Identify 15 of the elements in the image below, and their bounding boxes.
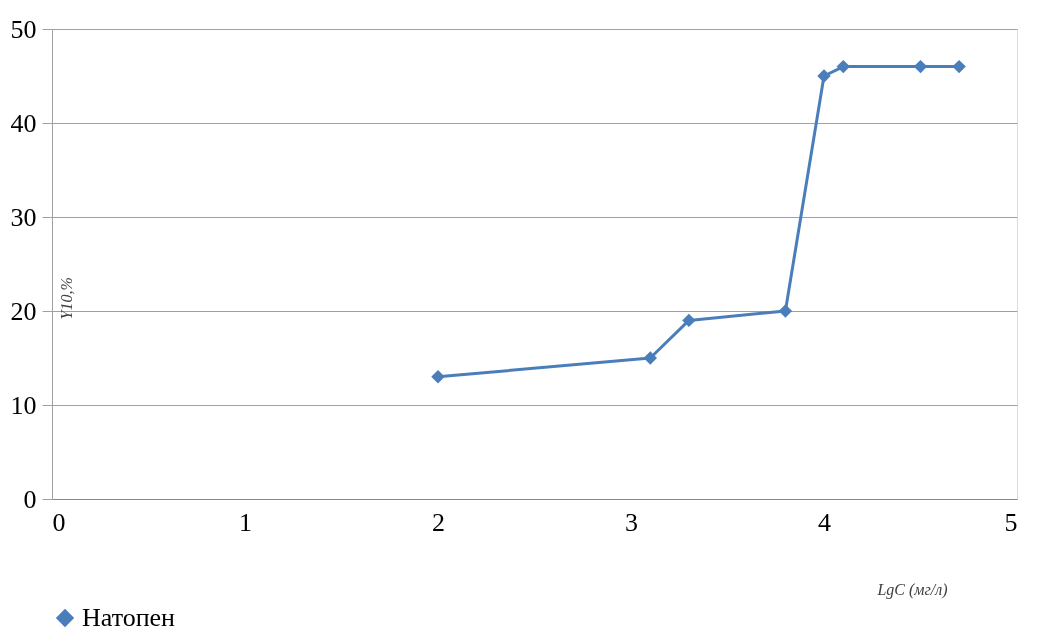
y-tick-label: 0	[23, 484, 37, 514]
y-tick-label: 40	[10, 108, 37, 138]
x-axis-title: LgC (мг/л)	[876, 580, 948, 599]
x-tick-label: 5	[1004, 507, 1018, 537]
x-tick-label: 3	[625, 507, 638, 537]
y-tick-label: 10	[10, 390, 37, 420]
y-axis-title: Y10,%	[57, 277, 75, 320]
x-tick-label: 0	[52, 507, 66, 537]
y-tick-label: 30	[10, 202, 37, 232]
x-tick-label: 1	[239, 507, 252, 537]
x-tick-label: 2	[432, 507, 445, 537]
legend-label: Натопен	[82, 603, 176, 628]
x-tick-label: 4	[818, 507, 831, 537]
y-tick-label: 20	[10, 296, 37, 326]
y-tick-label: 50	[10, 14, 37, 44]
